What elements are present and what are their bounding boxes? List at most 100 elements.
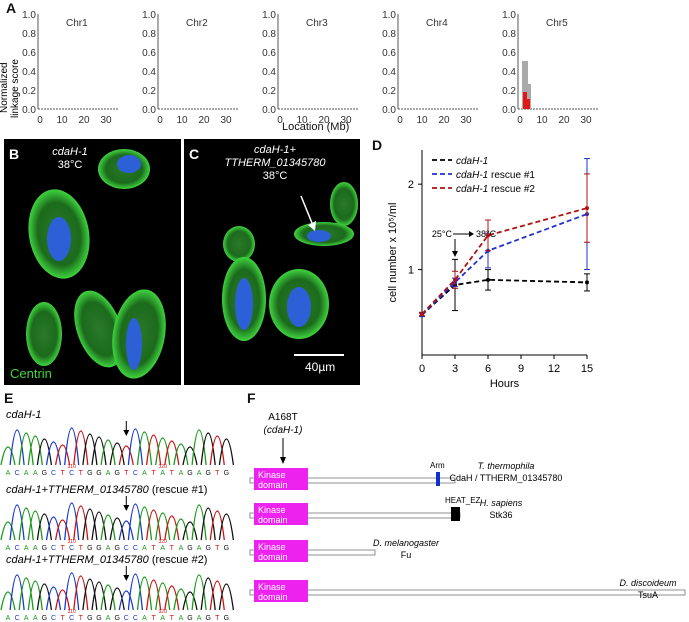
trace-peak [127, 573, 144, 611]
trace-peak [18, 507, 34, 541]
linkage-red-bar [523, 92, 527, 109]
base-call: G [96, 470, 101, 477]
y-tick-label: 0.4 [142, 67, 156, 78]
temp-label-right: 38°C [476, 229, 497, 239]
y-tick-label: 1.0 [22, 10, 36, 21]
trace-peak [127, 428, 144, 466]
panel-c-temp: 38°C [262, 170, 288, 182]
panel-a-ylabel: Normalized linkage score [0, 28, 21, 118]
panel-a-ylabel-line1: Normalized [0, 62, 10, 113]
temp-arrow-head-icon [469, 231, 474, 237]
base-call: G [205, 545, 210, 552]
x-tick-label: 20 [318, 115, 330, 126]
base-call: G [114, 470, 119, 477]
kinase-domain-label-1: Kinase [258, 542, 286, 552]
species-name: D. discoideum [619, 578, 677, 588]
x-tick-label: 12 [548, 363, 560, 375]
kinase-domain-label-1: Kinase [258, 505, 286, 515]
base-call: T [170, 470, 175, 477]
x-tick-label: 30 [340, 115, 352, 126]
trace-peak [0, 446, 16, 466]
micrograph-c [184, 139, 360, 385]
x-axis-label: Hours [490, 378, 520, 390]
base-call: C [69, 470, 74, 477]
panel-a-letter: A [6, 0, 17, 16]
legend-entry: cdaH-1 [456, 156, 488, 167]
trace-peak [9, 504, 25, 541]
position-label: 310 [68, 539, 77, 545]
x-tick-label: 0 [517, 115, 523, 126]
data-point [453, 277, 457, 282]
base-call: A [160, 545, 165, 552]
extra-domain [436, 472, 440, 486]
base-call: A [106, 470, 111, 477]
trace-peak [164, 585, 180, 611]
x-tick-label: 0 [397, 115, 403, 126]
trace-peak [145, 579, 162, 611]
chromosome-title: Chr2 [186, 18, 208, 29]
protein-name: Fu [401, 550, 412, 560]
trace-peak [91, 511, 107, 541]
trace-peak [100, 514, 116, 541]
trace-peak [100, 584, 116, 611]
trace-peak [218, 583, 235, 611]
protein-backbone [249, 549, 376, 556]
base-call: C [51, 615, 56, 622]
panel-b-letter: B [9, 146, 20, 162]
chromosome-title: Chr4 [426, 18, 448, 29]
panel-b-stain-label: Centrin [10, 366, 52, 381]
trace-title: cdaH-1+TTHERM_01345780 (rescue #2) [6, 554, 207, 566]
trace-peak [209, 580, 225, 611]
base-call: C [15, 545, 20, 552]
base-call: G [87, 470, 92, 477]
extra-domain [451, 507, 460, 521]
trace-peak [73, 575, 89, 611]
base-call: A [6, 615, 11, 622]
base-call: G [87, 545, 92, 552]
protein-name: Stk36 [489, 510, 512, 520]
y-tick-label: 0.2 [502, 86, 516, 97]
position-label: 320 [159, 539, 168, 545]
trace-peak [0, 591, 16, 611]
x-tick-label: 20 [558, 115, 570, 126]
y-tick-label: 0.6 [502, 48, 516, 59]
y-tick-label: 0.2 [382, 86, 396, 97]
x-tick-label: 10 [176, 115, 188, 126]
y-tick-label: 1.0 [502, 10, 516, 21]
base-call: T [79, 615, 84, 622]
legend-entry: cdaH-1 rescue #1 [456, 170, 535, 181]
chromosome-plot-2: 1.0 0.8 0.6 0.4 0.2 0.00 10 20 30 Chr2 [142, 10, 238, 126]
y-tick-label: 1.0 [382, 10, 396, 21]
trace-peak [164, 515, 180, 541]
protein-name: TsuA [638, 590, 658, 600]
y-tick-label: 0.2 [142, 86, 156, 97]
trace-peak [54, 519, 71, 541]
micrograph-b-cells [26, 149, 166, 379]
kinase-domain-label-1: Kinase [258, 582, 286, 592]
x-tick-label: 10 [56, 115, 68, 126]
micrograph-c-cells [222, 182, 358, 356]
base-call: T [151, 545, 156, 552]
mutation-arrow-head-icon [280, 457, 286, 464]
chromosome-title: Chr3 [306, 18, 328, 29]
trace-peak [182, 521, 198, 541]
trace-peak [36, 513, 53, 541]
trace-peak [82, 508, 98, 541]
trace-peak [109, 517, 125, 541]
mutation-arrow-head-icon [123, 575, 130, 581]
y-tick-label: 0.8 [22, 29, 36, 40]
base-call: C [124, 545, 129, 552]
trace-peak [145, 509, 162, 541]
base-call: G [187, 615, 192, 622]
trace-peak [36, 438, 53, 466]
trace-peak [82, 433, 98, 466]
trace-peak [64, 427, 80, 466]
panel-a-ylabel-svg: Normalized linkage score [0, 59, 21, 118]
base-call: A [106, 545, 111, 552]
legend-suffix: rescue #2 [488, 184, 535, 195]
x-tick-label: 3 [452, 363, 458, 375]
trace-peak [18, 577, 34, 611]
chromosome-plot-3: 1.0 0.8 0.6 0.4 0.2 0.00 10 20 30 Chr3 [262, 10, 358, 126]
trace-title-strain: cdaH-1+TTHERM_01345780 [6, 484, 150, 496]
